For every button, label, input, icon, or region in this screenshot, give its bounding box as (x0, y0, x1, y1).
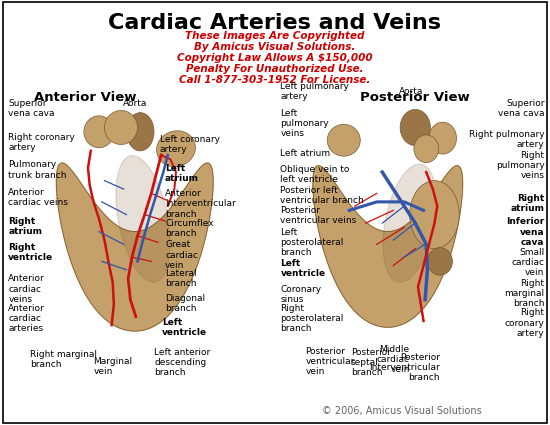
Text: Superior
vena cava: Superior vena cava (498, 99, 544, 118)
Text: Aorta: Aorta (399, 87, 424, 96)
Text: Anterior
cardiac
arteries: Anterior cardiac arteries (8, 304, 45, 333)
Polygon shape (313, 166, 463, 327)
Text: By Amicus Visual Solutions.: By Amicus Visual Solutions. (194, 42, 356, 52)
Text: Penalty For Unauthorized Use.: Penalty For Unauthorized Use. (186, 64, 364, 74)
Ellipse shape (414, 135, 439, 163)
Text: Oblique vein to
left ventricle: Oblique vein to left ventricle (280, 165, 350, 184)
Text: Aorta: Aorta (123, 99, 147, 108)
Text: Anterior
cardiac
veins: Anterior cardiac veins (8, 275, 45, 303)
Ellipse shape (400, 110, 430, 145)
Ellipse shape (429, 122, 456, 154)
Ellipse shape (383, 164, 437, 282)
Text: Right
atrium: Right atrium (510, 194, 544, 212)
Text: Left
ventricle: Left ventricle (162, 318, 207, 337)
Text: © 2006, Amicus Visual Solutions: © 2006, Amicus Visual Solutions (322, 405, 481, 416)
Text: Left pulmonary
artery: Left pulmonary artery (280, 82, 349, 101)
Text: Inferior
vena
cava: Inferior vena cava (506, 218, 544, 246)
Text: Copyright Law Allows A $150,000: Copyright Law Allows A $150,000 (177, 53, 373, 63)
Text: Cardiac Arteries and Veins: Cardiac Arteries and Veins (108, 13, 442, 33)
Text: Anterior View: Anterior View (34, 91, 136, 105)
Text: Call 1-877-303-1952 For License.: Call 1-877-303-1952 For License. (179, 75, 371, 85)
Text: Right coronary
artery: Right coronary artery (8, 133, 75, 152)
Text: Small
cardiac
vein: Small cardiac vein (512, 248, 544, 277)
Text: Right pulmonary
artery: Right pulmonary artery (469, 130, 544, 149)
Text: Right
atrium: Right atrium (8, 217, 42, 235)
Text: Right
coronary
artery: Right coronary artery (505, 309, 544, 337)
Text: Right
marginal
branch: Right marginal branch (504, 279, 544, 308)
Ellipse shape (104, 110, 138, 144)
Text: Posterior
ventricular veins: Posterior ventricular veins (280, 207, 357, 225)
Ellipse shape (327, 125, 360, 156)
Text: Left
atrium: Left atrium (165, 164, 199, 183)
Text: Right marginal
branch: Right marginal branch (30, 350, 97, 368)
Text: Marginal
vein: Marginal vein (94, 357, 133, 376)
Text: Pulmonary
trunk branch: Pulmonary trunk branch (8, 161, 67, 179)
Text: Coronary
sinus: Coronary sinus (280, 285, 322, 303)
Text: Posterior
septal
branch: Posterior septal branch (351, 348, 391, 377)
Text: Posterior left
ventricular branch: Posterior left ventricular branch (280, 186, 364, 205)
Text: Left anterior
descending
branch: Left anterior descending branch (154, 348, 210, 377)
Text: Posterior
interventricular
branch: Posterior interventricular branch (369, 353, 440, 382)
Text: Superior
vena cava: Superior vena cava (8, 99, 55, 118)
Text: Left coronary
artery: Left coronary artery (160, 135, 219, 154)
Text: Lateral
branch: Lateral branch (165, 269, 197, 288)
Text: Anterior
cardiac veins: Anterior cardiac veins (8, 188, 68, 207)
Text: Left
ventricle: Left ventricle (280, 259, 326, 278)
Text: Posterior View: Posterior View (360, 91, 470, 105)
Text: Right
posterolateral
branch: Right posterolateral branch (280, 304, 344, 333)
Text: Left
posterolateral
branch: Left posterolateral branch (280, 228, 344, 257)
Text: These Images Are Copyrighted: These Images Are Copyrighted (185, 31, 365, 41)
Text: Posterior
ventricular
vein: Posterior ventricular vein (305, 347, 355, 376)
Text: Great
cardiac
vein: Great cardiac vein (165, 241, 198, 269)
Text: Anterior
interventricular
branch: Anterior interventricular branch (165, 190, 236, 218)
Text: Circumflex
branch: Circumflex branch (165, 219, 213, 238)
Text: Right
ventricle: Right ventricle (8, 244, 53, 262)
Text: Middle
cardiac
vein: Middle cardiac vein (377, 345, 410, 374)
Ellipse shape (410, 181, 459, 249)
Ellipse shape (427, 247, 452, 275)
Ellipse shape (84, 116, 114, 148)
Ellipse shape (116, 156, 170, 282)
Text: Left atrium: Left atrium (280, 149, 331, 159)
Text: Right
pulmonary
veins: Right pulmonary veins (496, 151, 544, 180)
Ellipse shape (126, 113, 154, 151)
Text: Diagonal
branch: Diagonal branch (165, 295, 205, 313)
Polygon shape (56, 163, 213, 331)
Ellipse shape (157, 131, 195, 167)
Text: Left
pulmonary
veins: Left pulmonary veins (280, 109, 329, 138)
